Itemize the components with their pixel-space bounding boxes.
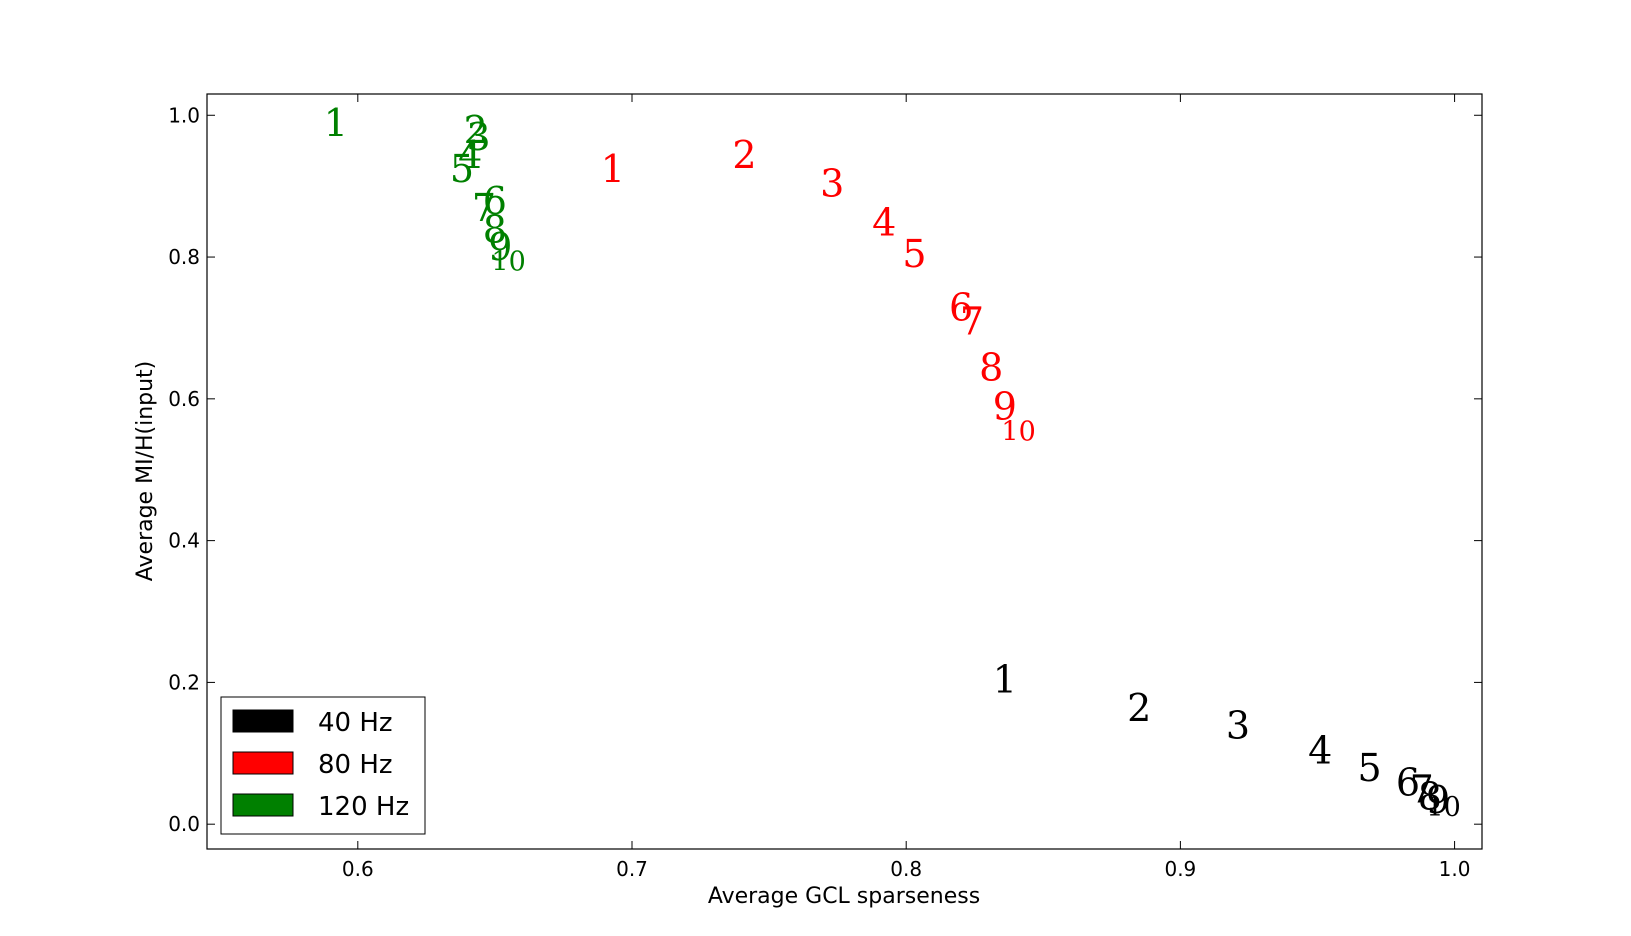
point-label: 5 bbox=[1357, 746, 1381, 790]
point-label: 2 bbox=[732, 133, 756, 177]
y-tick-label: 1.0 bbox=[168, 103, 200, 127]
x-tick-label: 0.9 bbox=[1164, 857, 1196, 881]
point-label: 5 bbox=[902, 232, 926, 276]
point-label: 6 bbox=[483, 179, 507, 223]
point-label: 3 bbox=[820, 161, 844, 205]
x-tick-label: 1.0 bbox=[1439, 857, 1471, 881]
point-label: 4 bbox=[458, 133, 482, 177]
legend-label: 80 Hz bbox=[318, 750, 393, 780]
y-tick-label: 0.6 bbox=[168, 387, 200, 411]
legend-swatch bbox=[232, 751, 294, 775]
y-tick-label: 0.0 bbox=[168, 812, 200, 836]
x-tick-label: 0.8 bbox=[890, 857, 922, 881]
point-label: 8 bbox=[1418, 775, 1442, 819]
point-label: 10 bbox=[491, 246, 525, 277]
legend-label: 120 Hz bbox=[318, 792, 409, 822]
point-label: 7 bbox=[472, 186, 496, 230]
point-label: 10 bbox=[1426, 792, 1460, 823]
plot-frame bbox=[206, 93, 1483, 850]
point-label: 8 bbox=[979, 346, 1003, 390]
point-label: 7 bbox=[960, 300, 984, 344]
y-tick-label: 0.2 bbox=[168, 670, 200, 694]
legend-swatch bbox=[232, 709, 294, 733]
x-axis-label: Average GCL sparseness bbox=[708, 884, 980, 909]
axis-ticks: 0.6 0.7 0.8 0.9 1.0 0.0 0.2 0.4 0.6 0.8 1.0 bbox=[168, 94, 1482, 881]
point-label: 10 bbox=[1001, 416, 1035, 447]
x-tick-label: 0.7 bbox=[616, 857, 648, 881]
point-label: 4 bbox=[872, 200, 896, 244]
legend-swatch bbox=[232, 793, 294, 817]
y-tick-label: 0.8 bbox=[168, 245, 200, 269]
point-label: 5 bbox=[450, 147, 474, 191]
point-label: 8 bbox=[483, 207, 507, 251]
point-label: 9 bbox=[488, 225, 512, 269]
y-tick-label: 0.4 bbox=[168, 529, 200, 553]
point-label: 1 bbox=[324, 101, 348, 145]
y-axis-label: Average MI/H(input) bbox=[133, 361, 158, 582]
legend-label: 40 Hz bbox=[318, 708, 393, 738]
point-label: 6 bbox=[1396, 760, 1420, 804]
point-label: 2 bbox=[1127, 686, 1151, 730]
point-label: 1 bbox=[601, 147, 625, 191]
point-label: 9 bbox=[993, 385, 1017, 429]
point-label: 2 bbox=[464, 108, 488, 152]
point-label: 9 bbox=[1426, 778, 1450, 822]
point-label: 3 bbox=[466, 115, 490, 159]
x-tick-label: 0.6 bbox=[342, 857, 374, 881]
point-label: 6 bbox=[949, 285, 973, 329]
point-label: 4 bbox=[1308, 728, 1332, 772]
point-label: 7 bbox=[1410, 767, 1434, 811]
point-label: 1 bbox=[993, 658, 1017, 702]
legend: 40 Hz 80 Hz 120 Hz bbox=[220, 696, 426, 835]
point-label: 3 bbox=[1226, 704, 1250, 748]
